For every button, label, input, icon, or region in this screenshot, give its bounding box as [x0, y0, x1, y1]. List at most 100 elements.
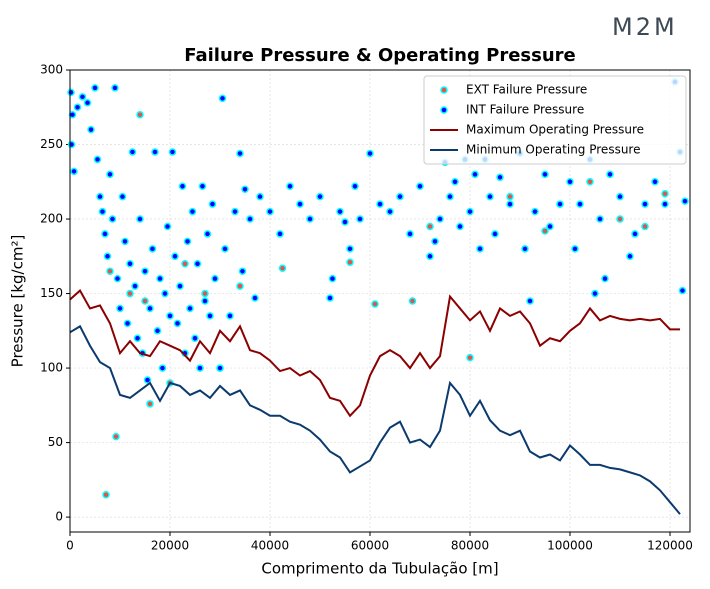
- scatter-point: [143, 376, 152, 384]
- scatter-point: [486, 192, 494, 201]
- scatter-point: [186, 304, 194, 313]
- scatter-point: [111, 84, 119, 92]
- scatter-point: [266, 207, 274, 216]
- scatter-point: [158, 364, 167, 372]
- scatter-point: [278, 264, 287, 272]
- scatter-point: [456, 222, 464, 231]
- scatter-point: [251, 294, 259, 302]
- scatter-point: [238, 267, 247, 275]
- scatter-point: [98, 207, 107, 216]
- scatter-point: [521, 245, 529, 253]
- x-tick-label: 100000: [547, 539, 593, 553]
- scatter-point: [136, 215, 144, 223]
- y-tick-label: 50: [48, 435, 63, 449]
- x-tick-label: 80000: [451, 539, 489, 553]
- scatter-point: [208, 200, 217, 208]
- legend-label: INT Failure Pressure: [466, 103, 584, 117]
- scatter-point: [188, 207, 197, 216]
- scatter-point: [196, 364, 204, 372]
- scatter-point: [576, 200, 584, 208]
- scatter-point: [221, 245, 229, 253]
- x-tick-label: 40000: [251, 539, 289, 553]
- scatter-point: [181, 259, 189, 268]
- scatter-point: [371, 300, 379, 308]
- scatter-point: [296, 200, 304, 208]
- x-tick-label: 20000: [151, 539, 189, 553]
- scatter-point: [161, 289, 169, 298]
- scatter-point: [231, 207, 239, 216]
- plot-area: [67, 78, 689, 515]
- scatter-point: [70, 167, 78, 176]
- scatter-point: [616, 215, 624, 223]
- scatter-point: [341, 218, 349, 226]
- scatter-point: [426, 222, 434, 231]
- scatter-point: [626, 252, 634, 261]
- scatter-point: [681, 197, 689, 205]
- legend-marker: [440, 86, 448, 94]
- scatter-point: [276, 230, 284, 238]
- plot-frame: [69, 69, 691, 533]
- scatter-point: [236, 282, 244, 290]
- scatter-point: [466, 353, 474, 362]
- y-tick-label: 100: [40, 361, 63, 375]
- scatter-point: [193, 259, 202, 268]
- scatter-point: [218, 94, 227, 103]
- scatter-point: [446, 192, 454, 201]
- scatter-point: [386, 207, 394, 216]
- legend-label: Maximum Operating Pressure: [466, 123, 644, 137]
- scatter-point: [171, 252, 179, 261]
- scatter-point: [256, 192, 264, 201]
- scatter-point: [678, 286, 687, 295]
- scatter-point: [93, 155, 102, 164]
- scatter-point: [556, 200, 564, 208]
- y-tick-label: 300: [40, 63, 63, 77]
- legend-label: Minimum Operating Pressure: [466, 143, 640, 157]
- scatter-point: [376, 200, 384, 208]
- legend-box: [423, 75, 687, 165]
- scatter-point: [113, 274, 122, 283]
- scatter-point: [546, 222, 554, 231]
- line: [69, 288, 680, 418]
- scatter-point: [146, 304, 154, 313]
- scatter-point: [591, 289, 599, 298]
- scatter-point: [156, 274, 164, 283]
- scatter-point: [211, 274, 219, 283]
- scatter-point: [531, 207, 539, 216]
- scatter-point: [112, 432, 120, 441]
- y-tick-label: 150: [40, 286, 63, 300]
- scatter-point: [118, 192, 127, 201]
- scatter-point: [408, 297, 417, 305]
- scatter-point: [191, 334, 199, 343]
- scatter-point: [203, 230, 212, 238]
- scatter-point: [416, 182, 424, 190]
- scatter-point: [631, 230, 639, 238]
- scatter-point: [106, 170, 114, 179]
- scatter-point: [541, 170, 549, 179]
- y-tick-label: 0: [55, 510, 63, 524]
- scatter-point: [206, 312, 214, 320]
- scatter-point: [601, 274, 609, 283]
- scatter-point: [661, 200, 669, 208]
- scatter-point: [216, 364, 224, 372]
- scatter-point: [226, 312, 234, 320]
- scatter-point: [67, 140, 76, 149]
- scatter-point: [506, 192, 514, 201]
- scatter-point: [108, 215, 117, 223]
- scatter-point: [176, 282, 184, 290]
- scatter-point: [163, 222, 172, 231]
- line: [69, 324, 681, 515]
- y-axis-label: Pressure [kg/cm²]: [9, 235, 27, 368]
- scatter-point: [306, 215, 314, 223]
- scatter-point: [106, 267, 114, 275]
- scatter-point: [126, 259, 134, 268]
- scatter-point: [406, 230, 414, 238]
- scatter-point: [201, 289, 209, 298]
- scatter-point: [131, 282, 139, 290]
- scatter-point: [103, 252, 112, 261]
- scatter-point: [328, 274, 337, 283]
- scatter-point: [128, 148, 137, 156]
- scatter-point: [102, 490, 110, 499]
- scatter-point: [96, 192, 104, 201]
- scatter-point: [526, 297, 534, 305]
